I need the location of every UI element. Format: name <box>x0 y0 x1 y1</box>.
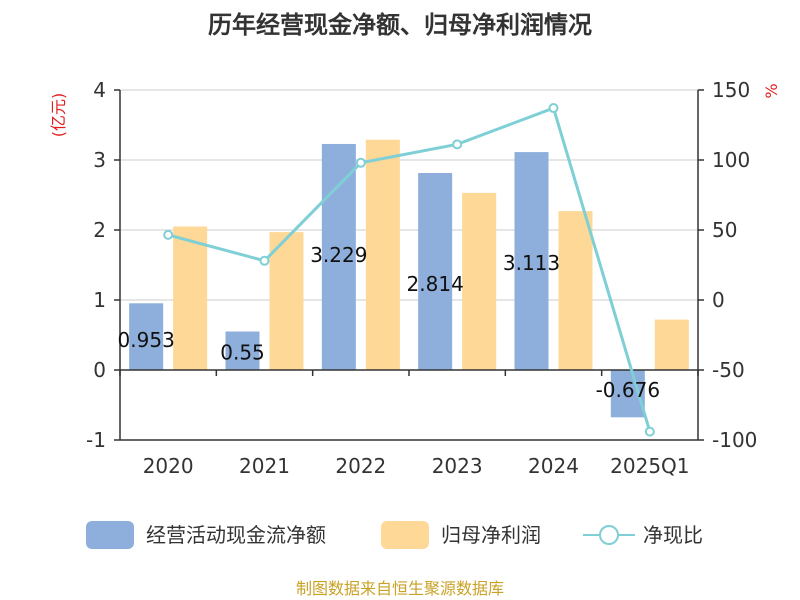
ratio-line-path <box>167 106 652 433</box>
right-tick-label: 0 <box>712 288 725 312</box>
right-tick-label: 50 <box>712 218 737 242</box>
left-tick-label: 2 <box>93 218 106 242</box>
legend-label-net-profit: 归母净利润 <box>441 523 541 547</box>
left-tick-label: 1 <box>93 288 106 312</box>
data-labels: 0.953 0.55 3.229 2.814 3.113 -0.676 <box>118 243 661 402</box>
legend-swatch-cash-flow <box>86 521 134 549</box>
x-tick-label: 2022 <box>335 454 386 478</box>
legend-marker-ratio <box>599 525 619 545</box>
bar-cash-flow <box>514 152 549 370</box>
data-label-cash-flow: 3.113 <box>503 251 560 275</box>
left-axis-unit: (亿元) <box>49 93 68 138</box>
left-tick-label: 4 <box>93 78 106 102</box>
x-tick-label: 2024 <box>528 454 579 478</box>
x-tick-label: 2021 <box>239 454 290 478</box>
bars <box>129 139 689 418</box>
left-tick-label: -1 <box>86 428 106 452</box>
ratio-line <box>163 103 655 437</box>
gridlines <box>120 89 698 301</box>
bar-cash-flow <box>225 331 260 370</box>
ratio-point <box>355 157 366 168</box>
data-label-cash-flow: 2.814 <box>407 272 464 296</box>
data-label-cash-flow: 0.953 <box>118 328 175 352</box>
bar-net-profit <box>269 232 304 370</box>
right-tick-label: 100 <box>712 148 750 172</box>
bar-cash-flow <box>321 143 356 370</box>
x-tick-label: 2025Q1 <box>610 454 689 478</box>
left-tick-label: 3 <box>93 148 106 172</box>
right-tick-label: -100 <box>712 428 757 452</box>
legend-label-cash-flow: 经营活动现金流净额 <box>146 523 326 547</box>
source-note: 制图数据来自恒生聚源数据库 <box>296 579 504 598</box>
bar-cash-flow <box>129 303 164 370</box>
bar-net-profit <box>173 226 208 370</box>
right-tick-label: -50 <box>712 358 745 382</box>
bar-net-profit <box>462 192 497 370</box>
right-tick-label: 150 <box>712 78 750 102</box>
data-label-cash-flow: 3.229 <box>310 243 367 267</box>
bar-net-profit <box>654 319 689 370</box>
ratio-point <box>644 426 655 437</box>
legend: 经营活动现金流净额 归母净利润 净现比 <box>86 521 703 549</box>
ratio-point <box>259 255 270 266</box>
legend-swatch-net-profit <box>381 521 429 549</box>
ratio-point <box>163 229 174 240</box>
chart-title: 历年经营现金净额、归母净利润情况 <box>208 11 592 39</box>
data-label-cash-flow: -0.676 <box>596 378 660 402</box>
ratio-point <box>548 103 559 114</box>
x-tick-label: 2020 <box>143 454 194 478</box>
x-tick-label: 2023 <box>432 454 483 478</box>
bar-net-profit <box>558 211 593 370</box>
axes: 4 3 2 1 0 -1 150 100 50 0 -50 -100 2020 2021 2022 2023 2… <box>86 78 757 478</box>
left-tick-label: 0 <box>93 358 106 382</box>
bar-cash-flow <box>418 173 453 370</box>
ratio-point <box>452 139 463 150</box>
bar-net-profit <box>365 139 400 370</box>
legend-label-ratio: 净现比 <box>643 523 703 547</box>
data-label-cash-flow: 0.55 <box>220 341 265 365</box>
right-axis-unit: % <box>762 83 781 98</box>
